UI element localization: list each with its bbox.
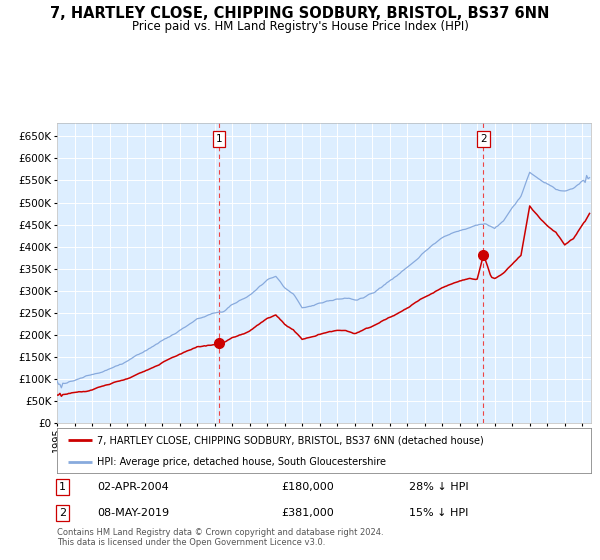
Text: 08-MAY-2019: 08-MAY-2019 [97, 508, 169, 519]
Text: 1: 1 [215, 134, 222, 144]
Text: Contains HM Land Registry data © Crown copyright and database right 2024.
This d: Contains HM Land Registry data © Crown c… [57, 528, 383, 547]
Text: 7, HARTLEY CLOSE, CHIPPING SODBURY, BRISTOL, BS37 6NN: 7, HARTLEY CLOSE, CHIPPING SODBURY, BRIS… [50, 6, 550, 21]
Text: 1: 1 [59, 482, 66, 492]
Text: 2: 2 [59, 508, 66, 519]
Text: 7, HARTLEY CLOSE, CHIPPING SODBURY, BRISTOL, BS37 6NN (detached house): 7, HARTLEY CLOSE, CHIPPING SODBURY, BRIS… [97, 435, 484, 445]
Text: 2: 2 [480, 134, 487, 144]
Text: £381,000: £381,000 [281, 508, 334, 519]
Text: Price paid vs. HM Land Registry's House Price Index (HPI): Price paid vs. HM Land Registry's House … [131, 20, 469, 32]
Text: 28% ↓ HPI: 28% ↓ HPI [409, 482, 469, 492]
Text: 02-APR-2004: 02-APR-2004 [97, 482, 169, 492]
Text: 15% ↓ HPI: 15% ↓ HPI [409, 508, 469, 519]
Text: £180,000: £180,000 [281, 482, 334, 492]
Text: HPI: Average price, detached house, South Gloucestershire: HPI: Average price, detached house, Sout… [97, 456, 386, 466]
